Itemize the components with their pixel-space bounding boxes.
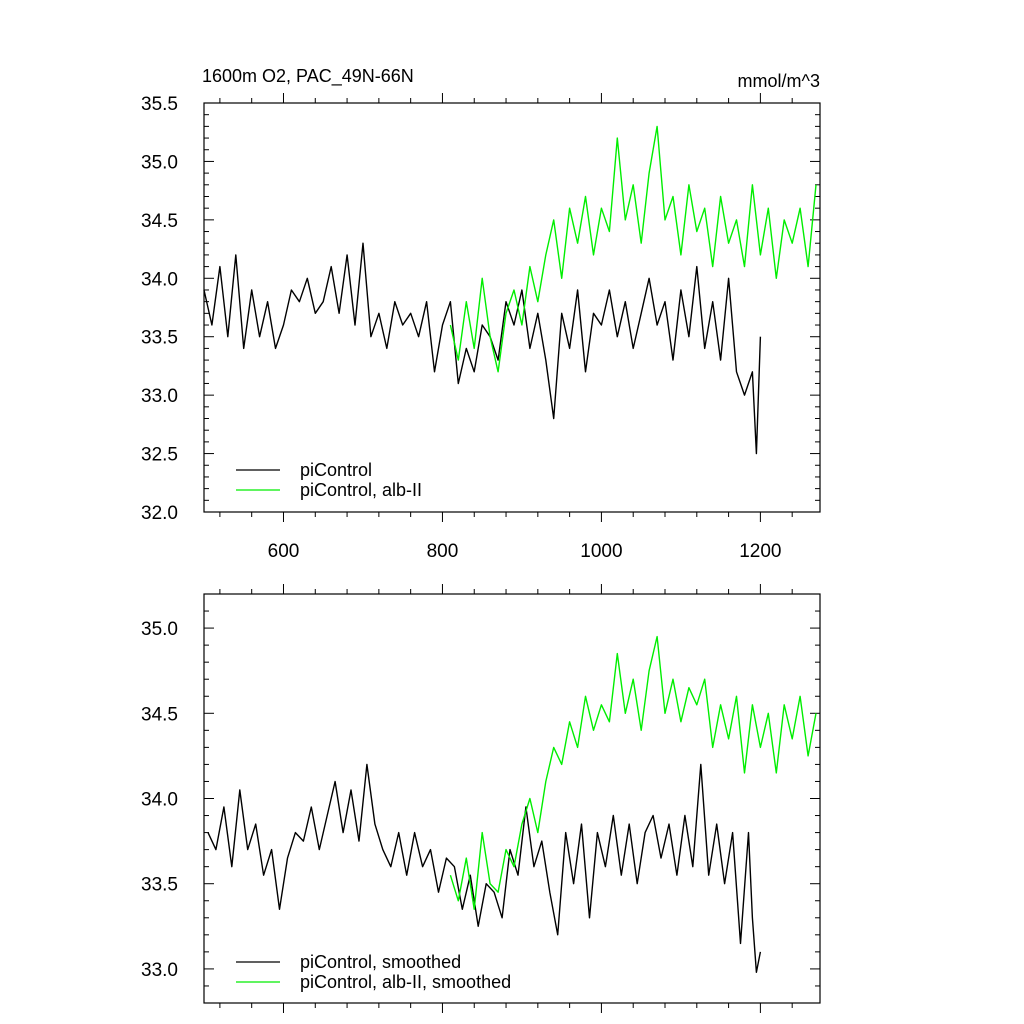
top-panel: 1600m O2, PAC_49N-66N mmol/m^3 32.032.53… <box>141 66 821 562</box>
y-tick-label: 34.0 <box>141 269 178 290</box>
legend-label-picontrol: piControl <box>300 460 372 480</box>
top-series-group <box>203 125 817 455</box>
series-line-picontrol-alb-ii <box>449 125 817 373</box>
legend-label-picontrol-smoothed: piControl, smoothed <box>300 952 461 972</box>
bottom-series-group <box>207 635 817 973</box>
y-tick-label: 33.5 <box>141 328 178 349</box>
top-plot-frame <box>203 102 821 513</box>
series-line-picontrol-smoothed <box>207 763 762 973</box>
y-tick-label: 32.5 <box>141 445 178 466</box>
y-tick-label: 35.0 <box>141 152 178 173</box>
y-tick-label: 34.5 <box>141 211 178 232</box>
x-tick-label: 800 <box>427 541 459 562</box>
y-tick-label: 33.5 <box>141 875 178 896</box>
top-legend: piControl piControl, alb-II <box>236 460 422 500</box>
legend-label-picontrol-alb-ii-smoothed: piControl, alb-II, smoothed <box>300 972 511 992</box>
y-tick-label: 34.0 <box>141 790 178 811</box>
y-tick-label: 32.0 <box>141 503 178 524</box>
series-line-picontrol <box>203 242 762 455</box>
y-tick-label: 35.5 <box>141 94 178 115</box>
bottom-plot-frame <box>203 593 821 1004</box>
bottom-panel: 33.0 33.5 34.0 34.5 35.0 piControl, smoothed… <box>141 584 821 1013</box>
bottom-ticks: 33.0 33.5 34.0 34.5 35.0 <box>141 584 820 1013</box>
units-label: mmol/m^3 <box>738 71 820 91</box>
legend-label-picontrol-alb-ii: piControl, alb-II <box>300 480 422 500</box>
x-tick-label: 600 <box>268 541 300 562</box>
y-tick-label: 33.0 <box>141 386 178 407</box>
series-line-picontrol-alb-ii-smoothed <box>449 635 817 910</box>
y-tick-label: 33.0 <box>141 960 178 981</box>
y-tick-label: 34.5 <box>141 704 178 725</box>
bottom-legend: piControl, smoothed piControl, alb-II, s… <box>236 952 511 992</box>
y-tick-label: 35.0 <box>141 619 178 640</box>
x-tick-label: 1000 <box>580 541 622 562</box>
x-tick-label: 1200 <box>739 541 781 562</box>
chart-title: 1600m O2, PAC_49N-66N <box>202 66 414 87</box>
top-ticks: 32.0 32.5 33.0 33.5 34.0 34.5 35.0 35.5 600 800 10… <box>141 93 820 562</box>
